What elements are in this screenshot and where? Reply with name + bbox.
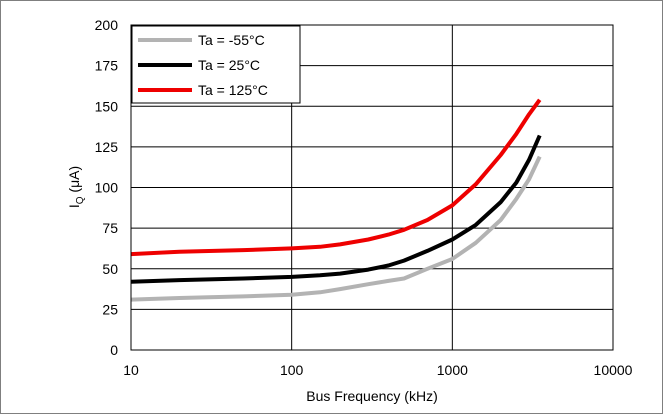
y-axis-title: IQ (μA) (66, 166, 86, 208)
x-tick-labels: 10 100 1000 10000 (123, 362, 632, 378)
legend-label: Ta = -55°C (198, 32, 265, 48)
series-line-2 (130, 98, 542, 257)
y-tick-label: 200 (95, 17, 119, 33)
y-tick-labels: 0 25 50 75 100 125 150 175 200 (95, 17, 119, 358)
x-tick-label: 1000 (437, 362, 468, 378)
y-tick-label: 75 (102, 220, 118, 236)
y-tick-label: 0 (110, 342, 118, 358)
x-tick-label: 100 (280, 362, 304, 378)
y-axis-title-sub: Q (75, 196, 86, 204)
x-tick-label: 10000 (594, 362, 633, 378)
y-axis-title-unit: (μA) (66, 166, 82, 197)
plot-border (130, 24, 614, 351)
y-tick-label: 50 (102, 261, 118, 277)
legend-label: Ta = 25°C (198, 57, 260, 73)
y-tick-label: 150 (95, 98, 119, 114)
y-tick-label: 100 (95, 180, 119, 196)
series-lines (130, 98, 542, 302)
y-tick-label: 25 (102, 301, 118, 317)
x-axis-title: Bus Frequency (kHz) (306, 388, 437, 404)
y-tick-label: 125 (95, 139, 119, 155)
series-line-0 (130, 155, 542, 302)
series-line-1 (130, 134, 542, 284)
y-tick-label: 175 (95, 58, 119, 74)
legend-label: Ta = 125°C (198, 82, 268, 98)
y-axis-title-main: I (66, 204, 82, 208)
x-tick-label: 10 (123, 362, 139, 378)
legend: Ta = -55°C Ta = 25°C Ta = 125°C (131, 25, 301, 104)
